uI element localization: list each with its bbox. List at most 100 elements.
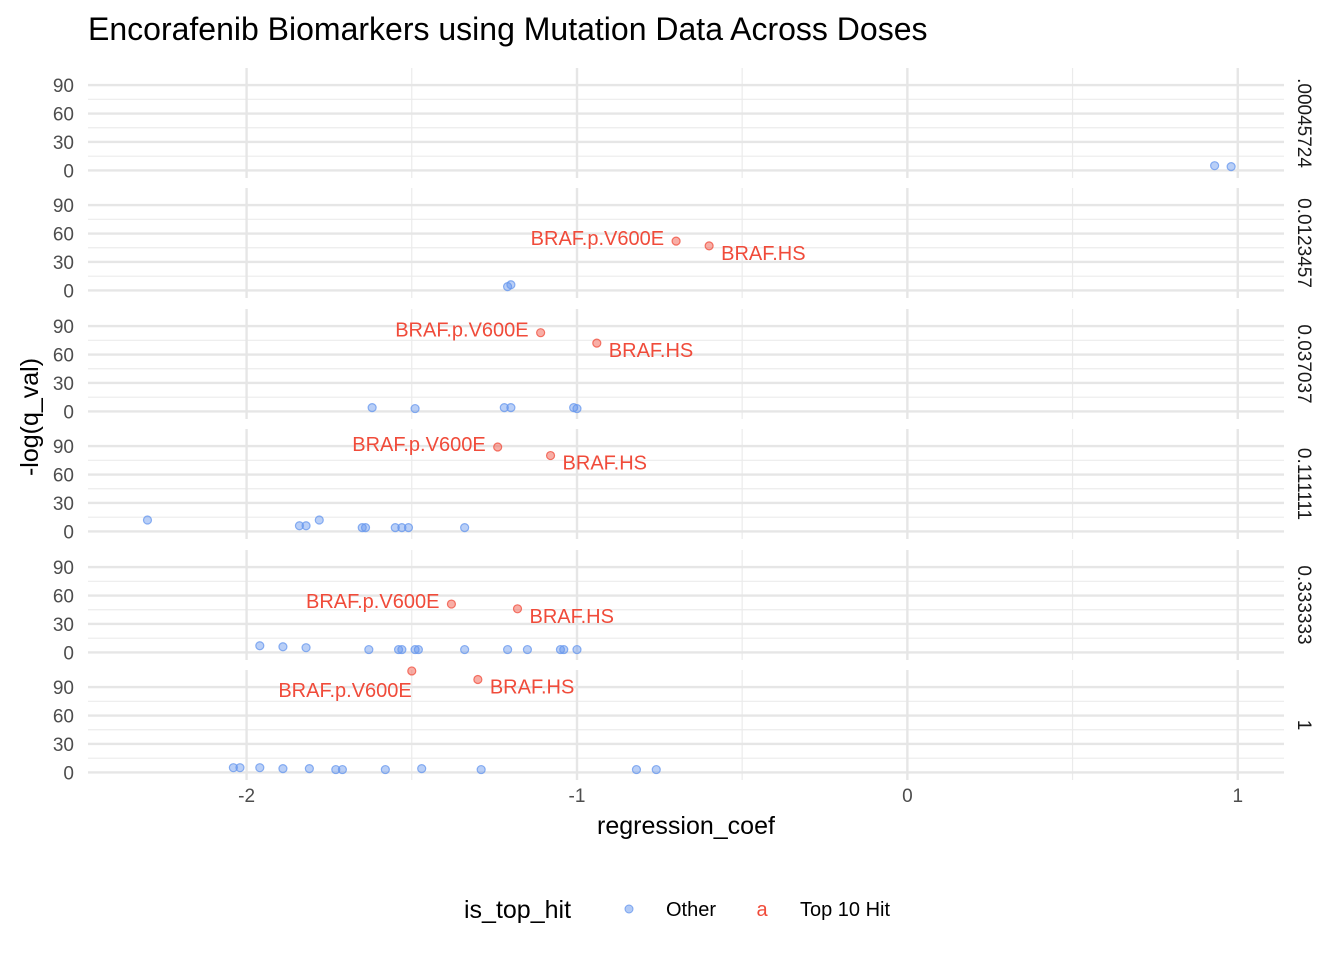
data-point bbox=[1226, 162, 1236, 172]
point-label: BRAF.p.V600E bbox=[352, 434, 485, 456]
y-tick-label: 30 bbox=[53, 494, 74, 515]
legend: is_top_hit Other a Top 10 Hit bbox=[464, 896, 890, 924]
data-point bbox=[255, 641, 265, 651]
data-point bbox=[142, 515, 153, 525]
y-tick-label: 30 bbox=[53, 615, 74, 636]
x-tick-label: 0 bbox=[902, 786, 913, 807]
x-axis: -2 -1 0 1 bbox=[238, 786, 1243, 807]
y-tick-label: 30 bbox=[53, 253, 74, 274]
top-hit-point bbox=[407, 666, 417, 676]
top-hit-point bbox=[592, 338, 602, 348]
data-point bbox=[357, 523, 367, 533]
data-point bbox=[476, 764, 486, 775]
y-tick-label: 30 bbox=[53, 735, 74, 756]
data-point bbox=[294, 521, 305, 531]
data-point bbox=[380, 764, 390, 775]
data-point bbox=[555, 644, 566, 655]
data-point bbox=[502, 644, 513, 655]
legend-key-other bbox=[624, 904, 634, 914]
facet-panels: 0 30 60 90 .00045724 0 30 60 90 0.0123457 BRAF.p.V… bbox=[53, 68, 1314, 784]
facet-panel: 0 30 60 90 0.0123457 BRAF.p.V600E BRAF.HS bbox=[53, 188, 1314, 302]
facet-strip-label: 0.333333 bbox=[1293, 565, 1314, 644]
data-point bbox=[304, 764, 314, 774]
top-hit-point bbox=[493, 442, 503, 452]
y-tick-label: 0 bbox=[63, 643, 74, 664]
point-label: BRAF.p.V600E bbox=[278, 680, 411, 702]
facet-strip-label: 0.0123457 bbox=[1293, 198, 1314, 288]
x-tick-label: -2 bbox=[238, 786, 255, 807]
legend-key-top-hit: a bbox=[756, 899, 768, 921]
data-point bbox=[460, 523, 470, 533]
y-tick-label: 30 bbox=[53, 133, 74, 154]
y-tick-label: 60 bbox=[53, 225, 74, 246]
data-point bbox=[278, 764, 288, 774]
legend-title: is_top_hit bbox=[464, 896, 571, 924]
data-point bbox=[499, 403, 509, 413]
data-point bbox=[460, 644, 470, 655]
data-point bbox=[413, 644, 423, 655]
point-label: BRAF.p.V600E bbox=[531, 228, 664, 250]
data-point bbox=[367, 403, 377, 413]
y-tick-label: 90 bbox=[53, 437, 74, 458]
data-point bbox=[403, 523, 414, 533]
facet-panel: 0 30 60 90 0.037037 BRAF.p.V600E BRAF.HS bbox=[53, 309, 1314, 423]
y-tick-label: 60 bbox=[53, 707, 74, 728]
top-hit-point bbox=[512, 604, 523, 614]
y-tick-label: 0 bbox=[63, 763, 74, 784]
y-tick-label: 60 bbox=[53, 466, 74, 487]
legend-label-top-hit: Top 10 Hit bbox=[800, 899, 890, 921]
facet-panel: 0 30 60 90 1 BRAF.p.V600E BRAF.HS bbox=[53, 666, 1314, 784]
data-point bbox=[410, 403, 420, 414]
point-label: BRAF.HS bbox=[563, 453, 647, 475]
x-axis-title: regression_coef bbox=[597, 812, 775, 840]
point-label: BRAF.p.V600E bbox=[395, 320, 528, 342]
facet-panel: 0 30 60 90 0.333333 BRAF.p.V600E BRAF.HS bbox=[53, 550, 1314, 664]
facet-strip-label: 0.111111 bbox=[1293, 448, 1314, 520]
facet-panel: 0 30 60 90 .00045724 bbox=[53, 68, 1314, 182]
data-point bbox=[506, 403, 516, 413]
data-point bbox=[235, 763, 245, 773]
data-point bbox=[417, 764, 427, 774]
y-axis-title: -log(q_val) bbox=[16, 358, 44, 476]
y-tick-label: 0 bbox=[63, 522, 74, 543]
data-point bbox=[522, 644, 533, 655]
top-hit-point bbox=[704, 241, 714, 251]
top-hit-point bbox=[473, 674, 483, 685]
facet-strip-label: 0.037037 bbox=[1293, 324, 1314, 403]
data-point bbox=[572, 644, 582, 655]
data-point bbox=[390, 523, 400, 533]
data-point bbox=[331, 764, 341, 775]
top-hit-point bbox=[671, 236, 681, 246]
facet-strip-label: 1 bbox=[1293, 720, 1314, 731]
y-tick-label: 60 bbox=[53, 346, 74, 367]
y-tick-label: 90 bbox=[53, 317, 74, 338]
point-label: BRAF.HS bbox=[490, 676, 574, 698]
data-point bbox=[393, 644, 404, 655]
y-tick-label: 0 bbox=[63, 402, 74, 423]
point-label: BRAF.HS bbox=[530, 606, 614, 628]
y-tick-label: 0 bbox=[63, 281, 74, 302]
data-point bbox=[410, 644, 420, 655]
y-tick-label: 60 bbox=[53, 587, 74, 608]
facet-panel: 0 30 60 90 0.111111 BRAF.p.V600E BRAF.HS bbox=[53, 429, 1314, 543]
point-label: BRAF.p.V600E bbox=[306, 591, 439, 613]
top-hit-point bbox=[446, 599, 457, 609]
x-tick-label: 1 bbox=[1232, 786, 1243, 807]
y-tick-label: 30 bbox=[53, 374, 74, 395]
data-point bbox=[314, 515, 324, 525]
data-point bbox=[572, 403, 582, 414]
top-hit-point bbox=[545, 450, 556, 461]
data-point bbox=[255, 763, 265, 773]
x-tick-label: -1 bbox=[569, 786, 586, 807]
data-point bbox=[559, 644, 569, 655]
top-hit-point bbox=[536, 328, 546, 338]
data-point bbox=[506, 280, 516, 290]
data-point bbox=[360, 523, 371, 533]
data-point bbox=[397, 523, 407, 533]
y-tick-label: 60 bbox=[53, 105, 74, 126]
data-point bbox=[278, 642, 288, 652]
y-tick-label: 90 bbox=[53, 558, 74, 579]
data-point bbox=[651, 764, 661, 775]
data-point bbox=[228, 763, 238, 773]
y-tick-label: 90 bbox=[53, 76, 74, 97]
